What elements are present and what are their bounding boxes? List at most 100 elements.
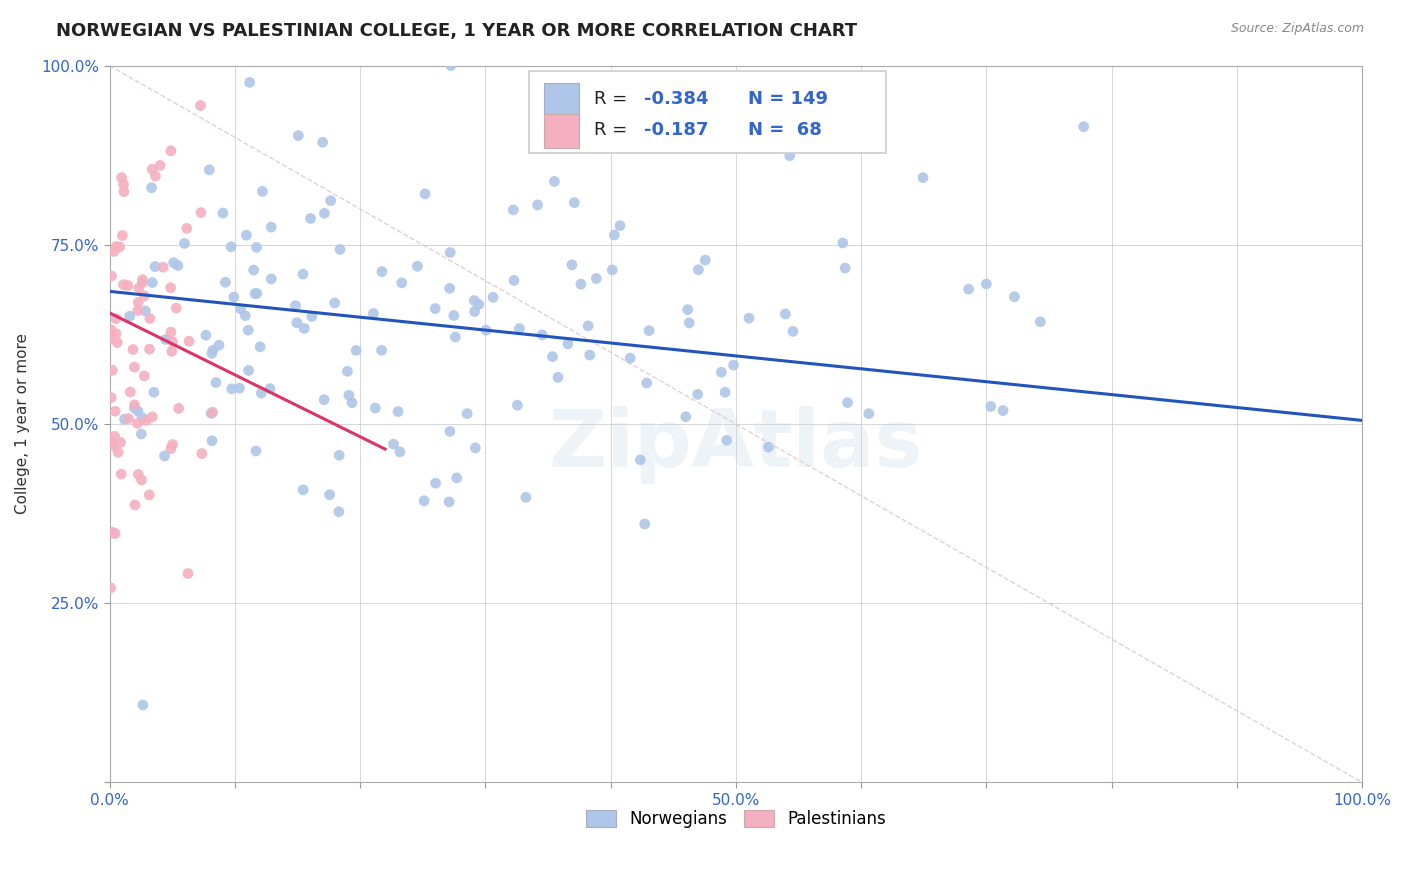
Point [388,445,411,459]
Point [128,281,150,295]
Point [911,170,934,185]
Point [107,445,129,459]
Point [314,392,336,407]
Point [222,290,245,304]
Point [124,401,146,415]
Point [112,277,135,292]
Legend: Norwegians, Palestinians: Norwegians, Palestinians [579,804,893,835]
Text: N =  68: N = 68 [748,121,823,139]
Point [328,448,350,462]
Point [515,491,537,505]
Point [120,385,142,400]
Point [122,343,145,357]
Point [526,198,548,212]
Point [149,158,172,172]
Point [439,281,461,295]
Point [141,276,163,290]
Point [710,365,733,379]
Point [219,240,242,254]
Point [638,324,661,338]
Point [117,278,139,293]
Point [250,386,273,401]
Point [103,244,125,259]
Point [686,387,709,401]
Point [678,316,700,330]
Point [124,360,146,375]
Point [112,178,135,192]
Point [208,338,231,352]
Point [127,467,149,482]
Point [105,239,128,253]
Point [340,395,363,409]
Text: -0.187: -0.187 [644,121,709,139]
Point [437,495,460,509]
Point [292,267,315,281]
Point [858,407,880,421]
Point [212,206,235,220]
FancyBboxPatch shape [529,70,886,153]
Point [475,323,498,337]
Point [456,407,478,421]
Point [134,369,156,384]
Point [619,351,641,365]
Point [425,476,447,491]
Point [413,493,436,508]
Point [782,324,804,338]
Point [337,388,360,402]
Point [165,301,187,315]
Point [205,376,228,390]
Point [160,442,183,456]
Point [124,498,146,512]
Point [238,363,260,377]
Point [167,259,190,273]
Point [176,221,198,235]
Point [636,376,658,390]
Point [243,286,266,301]
Point [141,409,163,424]
Point [543,174,565,188]
Point [957,282,980,296]
Point [135,413,157,427]
Point [104,526,127,541]
Point [506,398,529,412]
Point [131,276,153,290]
Point [991,403,1014,417]
Point [508,321,530,335]
Point [259,382,281,396]
Point [173,236,195,251]
Point [100,323,122,337]
Point [118,309,141,323]
Point [124,398,146,412]
Point [446,471,468,485]
Point [837,395,859,409]
Point [127,404,149,418]
Point [143,260,166,274]
Point [228,381,250,395]
Point [561,258,583,272]
Text: -0.384: -0.384 [644,90,709,108]
Point [463,304,485,318]
Point [141,180,163,194]
Point [314,206,336,220]
Point [758,440,780,454]
Point [190,205,212,219]
Point [562,195,585,210]
Point [557,336,579,351]
Point [600,263,623,277]
Point [160,344,183,359]
Point [233,309,256,323]
Point [370,343,392,358]
Point [569,277,592,292]
Point [100,581,122,595]
Y-axis label: College, 1 year or more: College, 1 year or more [15,334,30,515]
Point [609,219,631,233]
Point [198,162,221,177]
Point [105,326,128,341]
Point [190,98,212,112]
Point [100,268,122,283]
Point [167,401,190,416]
Point [634,516,657,531]
Point [245,240,267,254]
Point [141,162,163,177]
Point [444,330,467,344]
